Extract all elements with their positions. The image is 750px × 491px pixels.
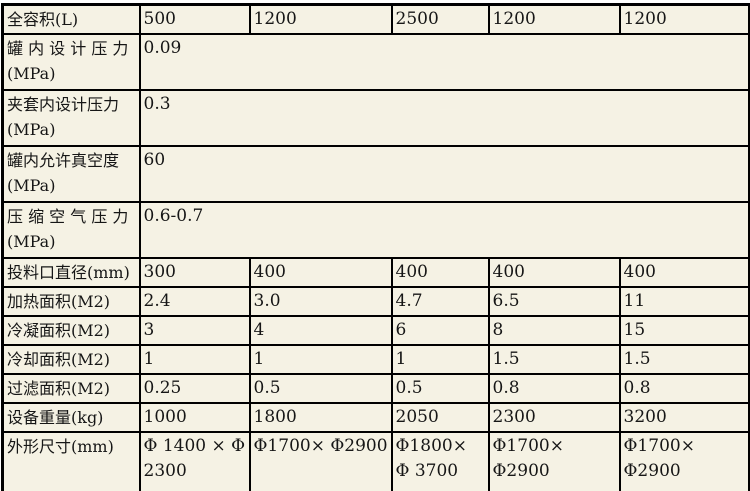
row-label: 加热面积(M2) (1, 286, 141, 317)
cell-value: 6 (390, 315, 490, 346)
cell-value: Φ1700× Φ2900 (618, 431, 750, 491)
row-label: 过滤面积(M2) (1, 373, 141, 404)
cell-value-merged: 60 (138, 145, 750, 203)
cell-value: 400 (248, 257, 393, 288)
cell-value: 2300 (487, 402, 621, 433)
spec-table: 全容积(L) 500 1200 2500 1200 1200 罐 内 设 计 压… (1, 3, 750, 491)
table-row-total-volume: 全容积(L) 500 1200 2500 1200 1200 (1, 3, 750, 35)
cell-value: 500 (138, 3, 251, 35)
cell-value: 0.5 (248, 373, 393, 404)
row-label: 罐内允许真空度 (MPa) (1, 145, 141, 203)
row-label: 夹套内设计压力 (MPa) (1, 89, 141, 147)
cell-value: 1800 (248, 402, 393, 433)
table-row-heating-area: 加热面积(M2) 2.4 3.0 4.7 6.5 11 (1, 286, 750, 317)
cell-value: 3 (138, 315, 251, 346)
table-row-compressed-air-pressure: 压 缩 空 气 压 力 (MPa) 0.6-0.7 (1, 201, 750, 259)
cell-value: 1000 (138, 402, 251, 433)
row-label: 冷凝面积(M2) (1, 315, 141, 346)
cell-value: 1200 (618, 3, 750, 35)
cell-value: 4 (248, 315, 393, 346)
cell-value: 0.25 (138, 373, 251, 404)
cell-value: 400 (390, 257, 490, 288)
table-row-filter-area: 过滤面积(M2) 0.25 0.5 0.5 0.8 0.8 (1, 373, 750, 404)
cell-value: 300 (138, 257, 251, 288)
row-label: 外形尺寸(mm) (1, 431, 141, 491)
cell-value-merged: 0.09 (138, 33, 750, 91)
cell-value: 1 (248, 344, 393, 375)
row-label: 全容积(L) (1, 3, 141, 35)
table-row-equipment-weight: 设备重量(kg) 1000 1800 2050 2300 3200 (1, 402, 750, 433)
cell-value: 11 (618, 286, 750, 317)
cell-value: 1.5 (618, 344, 750, 375)
cell-value: 3200 (618, 402, 750, 433)
cell-value: 1 (390, 344, 490, 375)
cell-value-merged: 0.6-0.7 (138, 201, 750, 259)
cell-value: 15 (618, 315, 750, 346)
row-label: 罐 内 设 计 压 力 (MPa) (1, 33, 141, 91)
cell-value: Φ1700× Φ2900 (487, 431, 621, 491)
table-row-overall-dimensions: 外形尺寸(mm) Φ 1400 × Φ 2300 Φ1700× Φ2900 Φ1… (1, 431, 750, 491)
cell-value: 1 (138, 344, 251, 375)
row-label: 冷却面积(M2) (1, 344, 141, 375)
row-label: 设备重量(kg) (1, 402, 141, 433)
table-row-allowed-vacuum: 罐内允许真空度 (MPa) 60 (1, 145, 750, 203)
table-row-condensing-area: 冷凝面积(M2) 3 4 6 8 15 (1, 315, 750, 346)
cell-value: 0.8 (618, 373, 750, 404)
cell-value: 4.7 (390, 286, 490, 317)
cell-value: 8 (487, 315, 621, 346)
cell-value: Φ1800× Φ 3700 (390, 431, 490, 491)
table-row-cooling-area: 冷却面积(M2) 1 1 1 1.5 1.5 (1, 344, 750, 375)
cell-value: 3.0 (248, 286, 393, 317)
cell-value: 6.5 (487, 286, 621, 317)
cell-value: 1.5 (487, 344, 621, 375)
cell-value: Φ 1400 × Φ 2300 (138, 431, 251, 491)
cell-value: 0.8 (487, 373, 621, 404)
cell-value: 2500 (390, 3, 490, 35)
table-row-tank-design-pressure: 罐 内 设 计 压 力 (MPa) 0.09 (1, 33, 750, 91)
cell-value: 400 (487, 257, 621, 288)
row-label: 压 缩 空 气 压 力 (MPa) (1, 201, 141, 259)
cell-value: 400 (618, 257, 750, 288)
table-row-jacket-design-pressure: 夹套内设计压力 (MPa) 0.3 (1, 89, 750, 147)
cell-value: 1200 (487, 3, 621, 35)
cell-value: 2.4 (138, 286, 251, 317)
cell-value: 1200 (248, 3, 393, 35)
table-row-feed-port-diameter: 投料口直径(mm) 300 400 400 400 400 (1, 257, 750, 288)
row-label: 投料口直径(mm) (1, 257, 141, 288)
cell-value: 2050 (390, 402, 490, 433)
cell-value: Φ1700× Φ2900 (248, 431, 393, 491)
cell-value: 0.5 (390, 373, 490, 404)
cell-value-merged: 0.3 (138, 89, 750, 147)
